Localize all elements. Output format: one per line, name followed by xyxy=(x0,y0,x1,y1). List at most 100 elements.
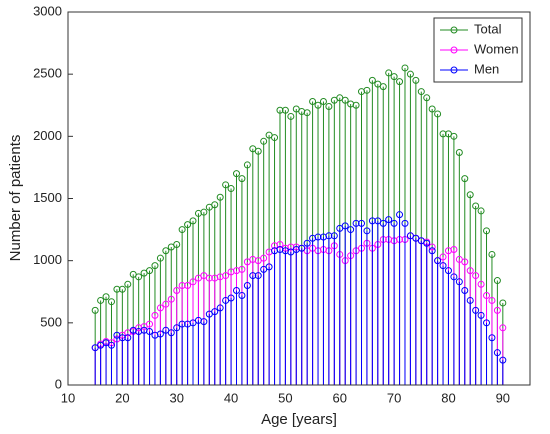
stem-marker xyxy=(118,334,126,342)
stem-marker xyxy=(107,298,115,306)
stem-marker xyxy=(249,272,257,280)
y-tick-label: 3000 xyxy=(33,3,62,18)
stem-marker xyxy=(200,318,208,326)
y-tick-label: 500 xyxy=(40,314,62,329)
stem-marker xyxy=(466,191,474,199)
stem-marker xyxy=(439,253,447,261)
stem-marker xyxy=(368,217,376,225)
stem-marker xyxy=(483,291,491,299)
stem-marker xyxy=(461,175,469,183)
stem-marker xyxy=(428,243,436,251)
stem-marker xyxy=(216,304,224,312)
stem-marker xyxy=(428,105,436,113)
stem-marker xyxy=(216,193,224,201)
stem-marker xyxy=(461,287,469,295)
stem-marker xyxy=(325,102,333,110)
stem-marker xyxy=(135,273,143,281)
stem-marker xyxy=(450,273,458,281)
stem-marker xyxy=(493,349,501,357)
stem-marker xyxy=(363,227,371,235)
stem-marker xyxy=(319,98,327,106)
stem-marker xyxy=(390,73,398,81)
stem-marker xyxy=(477,207,485,215)
stem-marker xyxy=(396,78,404,86)
stem-marker xyxy=(499,356,507,364)
stem-marker xyxy=(352,101,360,109)
stem-marker xyxy=(260,254,268,262)
legend-label: Total xyxy=(474,21,502,36)
stem-marker xyxy=(499,299,507,307)
x-tick-label: 50 xyxy=(278,390,292,405)
stem-marker xyxy=(314,233,322,241)
stem-marker xyxy=(189,217,197,225)
stem-marker xyxy=(341,222,349,230)
x-tick-label: 90 xyxy=(496,390,510,405)
stem-marker xyxy=(156,330,164,338)
stem-marker xyxy=(450,245,458,253)
x-tick-label: 40 xyxy=(224,390,238,405)
stem-marker xyxy=(211,201,219,209)
stem-marker xyxy=(477,311,485,319)
stem-marker xyxy=(238,175,246,183)
stem-marker xyxy=(113,285,121,293)
stem-marker xyxy=(173,241,181,249)
stem-marker xyxy=(483,227,491,235)
legend-label: Women xyxy=(474,41,519,56)
stem-marker xyxy=(493,306,501,314)
stem-marker xyxy=(276,241,284,249)
stem-marker xyxy=(222,272,230,280)
stem-marker xyxy=(151,262,159,270)
stem-marker xyxy=(287,112,295,120)
stem-marker xyxy=(243,282,251,290)
stem-marker xyxy=(243,161,251,169)
stem-marker xyxy=(455,278,463,286)
stem-marker xyxy=(477,280,485,288)
y-tick-label: 0 xyxy=(55,376,62,391)
x-axis-label: Age [years] xyxy=(261,411,337,428)
stem-marker xyxy=(368,76,376,84)
stem-marker xyxy=(352,219,360,227)
stem-marker xyxy=(227,294,235,302)
plot-frame xyxy=(67,11,531,386)
legend-marker xyxy=(450,66,458,74)
stem-marker xyxy=(455,148,463,156)
stem-marker xyxy=(330,232,338,240)
stem-marker xyxy=(488,250,496,258)
stem-marker xyxy=(178,226,186,234)
y-axis-label: Number of patients xyxy=(7,135,24,262)
stem-marker xyxy=(379,83,387,91)
stem-marker xyxy=(472,272,480,280)
stem-marker xyxy=(483,319,491,327)
stem-marker xyxy=(211,308,219,316)
stem-marker xyxy=(434,110,442,118)
stem-marker xyxy=(151,311,159,319)
legend-marker xyxy=(450,46,458,54)
stem-marker xyxy=(238,265,246,273)
stem-marker xyxy=(146,320,154,328)
stem-marker xyxy=(146,328,154,336)
stem-marker xyxy=(167,295,175,303)
stem-marker xyxy=(417,88,425,96)
stem-marker xyxy=(444,267,452,275)
x-tick-label: 60 xyxy=(333,390,347,405)
y-tick-label: 1000 xyxy=(33,252,62,267)
stem-marker xyxy=(461,258,469,266)
stem-marker xyxy=(173,287,181,295)
stem-marker xyxy=(434,257,442,265)
stem-marker xyxy=(298,244,306,252)
stem-marker xyxy=(401,64,409,72)
stem-marker xyxy=(450,132,458,140)
legend-label: Men xyxy=(474,61,499,76)
stem-marker xyxy=(276,106,284,114)
stem-marker xyxy=(162,300,170,308)
stem-marker xyxy=(205,274,213,282)
stem-marker xyxy=(303,109,311,117)
stem-marker xyxy=(232,170,240,178)
stem-marker xyxy=(281,106,289,114)
stem-marker xyxy=(347,226,355,234)
stem-marker xyxy=(222,181,230,189)
stem-marker xyxy=(423,94,431,102)
stem-marker xyxy=(493,277,501,285)
stem-marker xyxy=(156,254,164,262)
stem-marker xyxy=(260,137,268,145)
